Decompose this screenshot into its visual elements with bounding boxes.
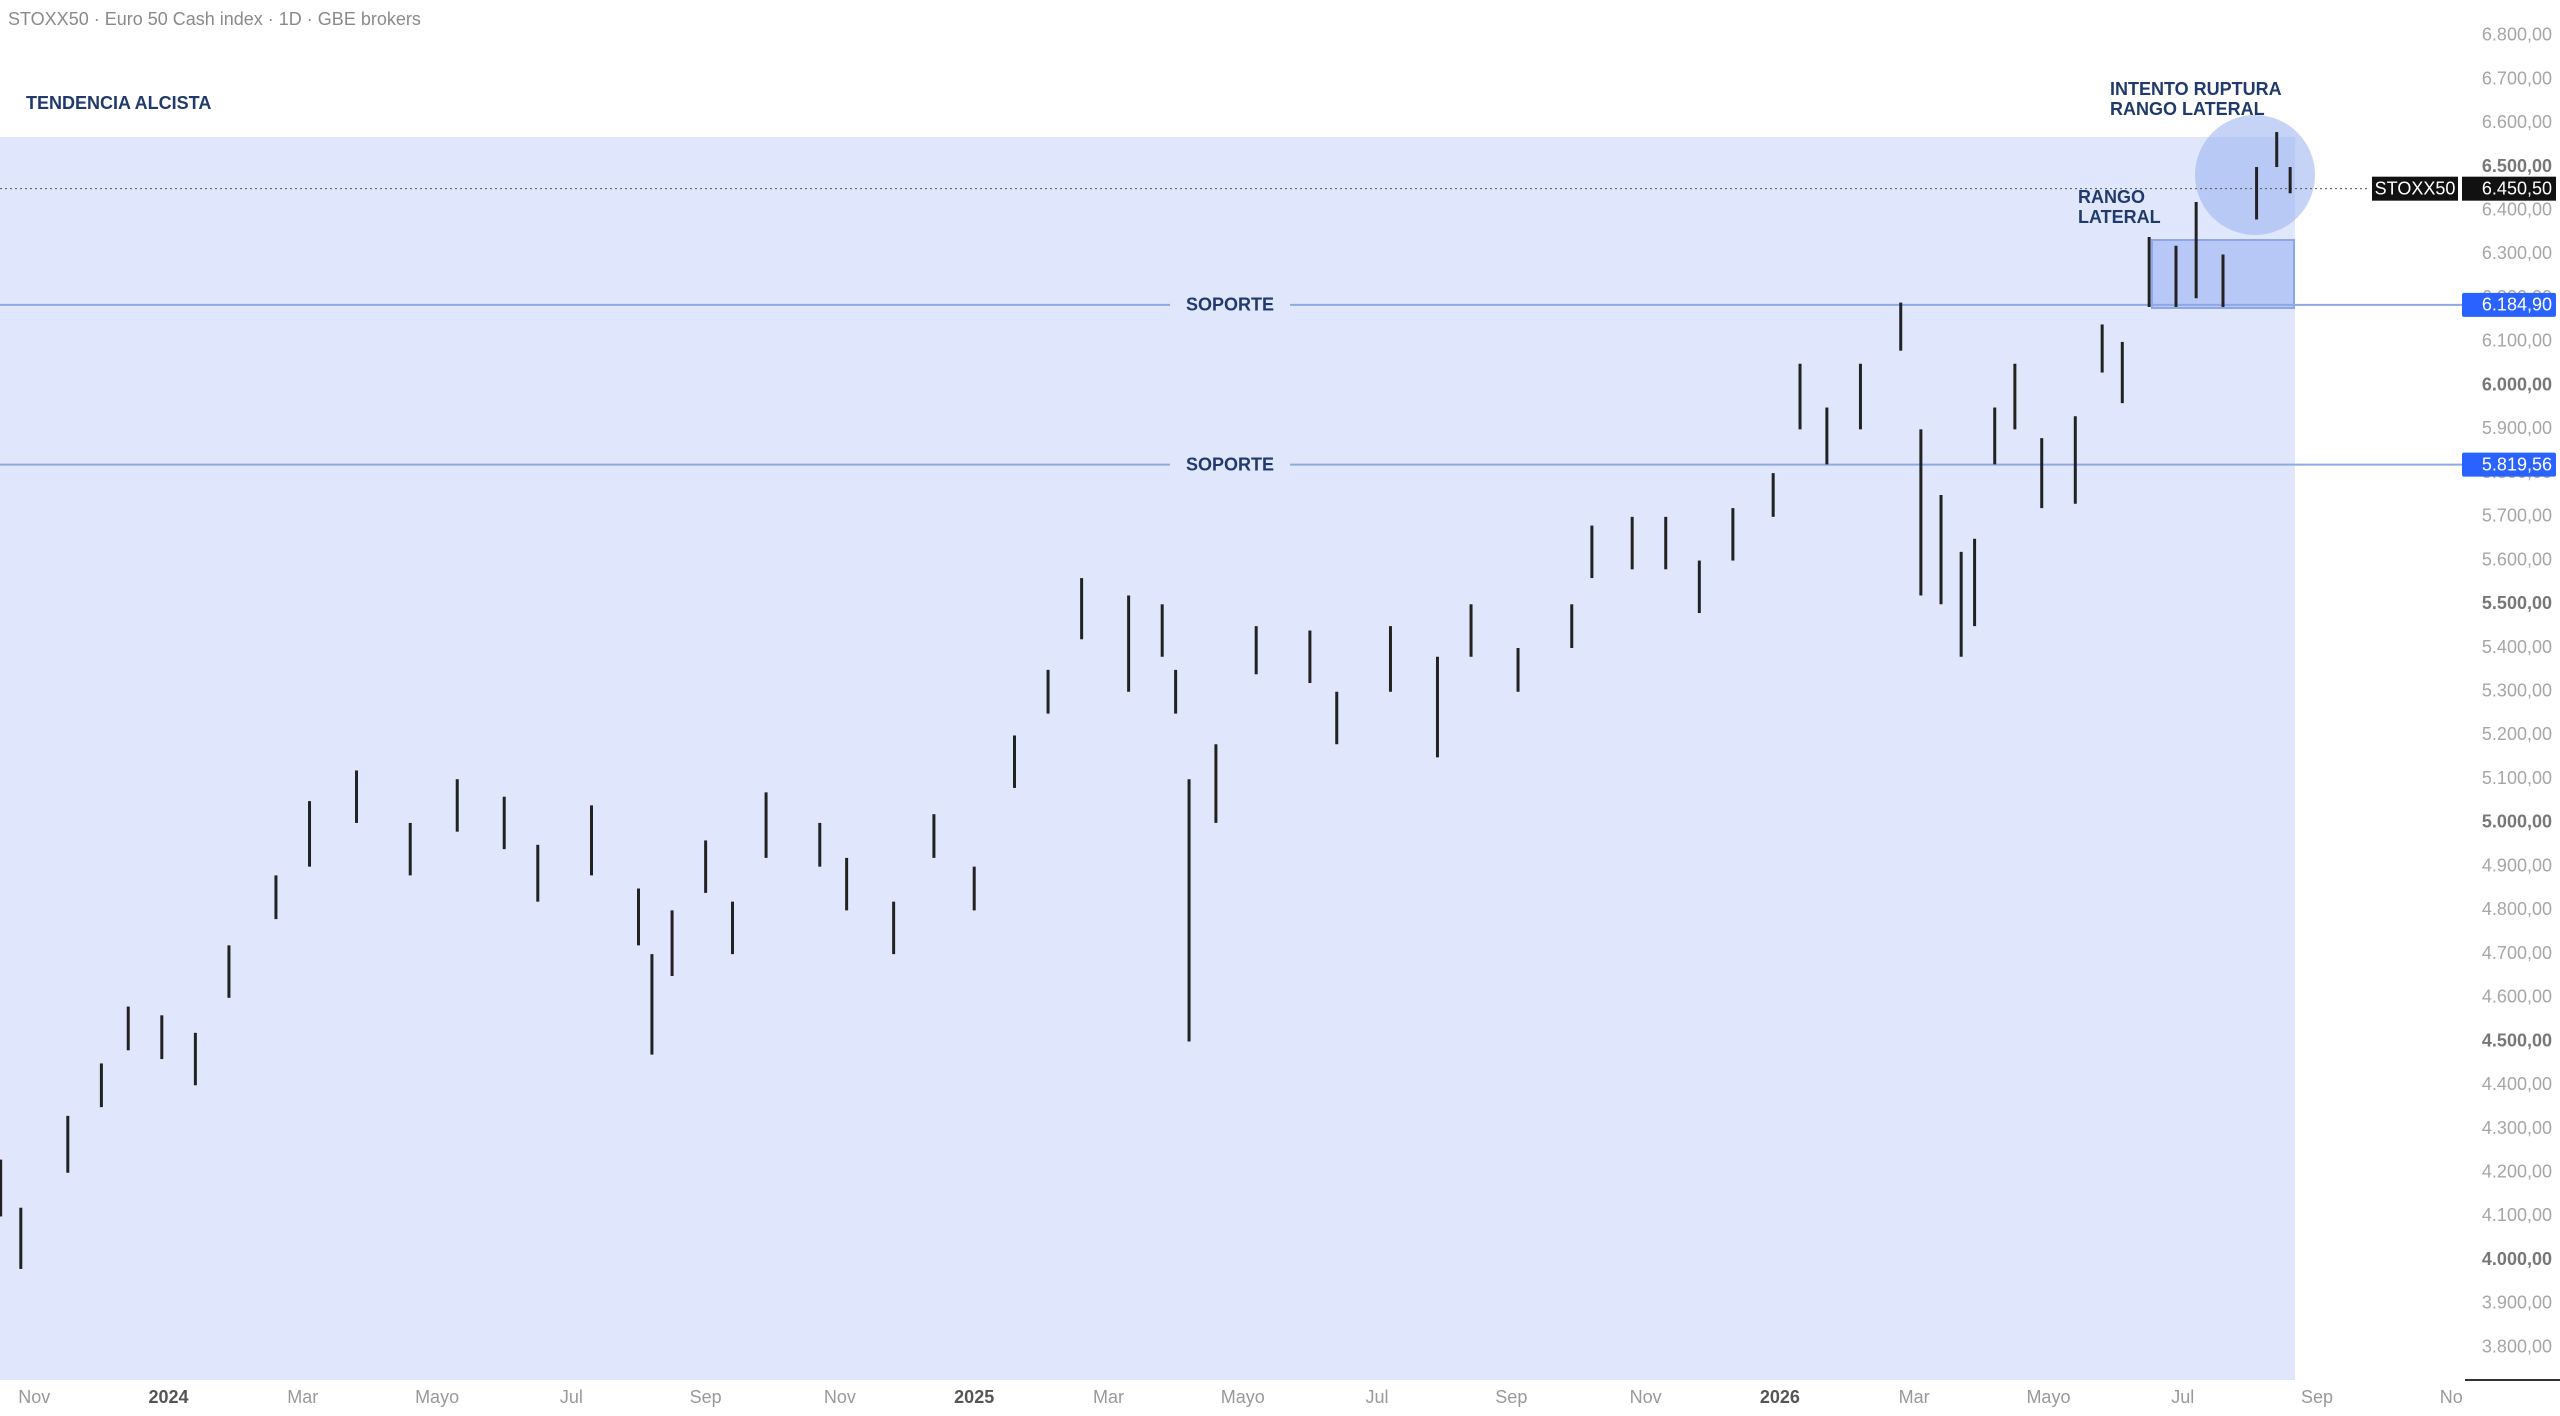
y-tick-label: 6.400,00 xyxy=(2482,200,2552,220)
y-tick-label: 4.200,00 xyxy=(2482,1161,2552,1181)
x-tick-label: Jul xyxy=(1366,1387,1389,1407)
x-tick-label: Sep xyxy=(1495,1387,1527,1407)
x-tick-label: Mar xyxy=(1899,1387,1930,1407)
y-tick-label: 6.800,00 xyxy=(2482,25,2552,45)
x-tick-label: No xyxy=(2440,1387,2463,1407)
x-tick-label: Nov xyxy=(18,1387,50,1407)
y-tick-label: 4.100,00 xyxy=(2482,1205,2552,1225)
y-tick-label: 4.900,00 xyxy=(2482,855,2552,875)
y-tick-label: 3.900,00 xyxy=(2482,1293,2552,1313)
x-tick-label: Nov xyxy=(824,1387,856,1407)
support-label-bg xyxy=(1170,290,1290,319)
x-tick-label: Mar xyxy=(1093,1387,1124,1407)
y-tick-label: 5.100,00 xyxy=(2482,768,2552,788)
last-name: STOXX50 xyxy=(2375,178,2456,198)
y-tick-label: 6.300,00 xyxy=(2482,243,2552,263)
x-tick-label: Sep xyxy=(690,1387,722,1407)
y-tick-label: 4.600,00 xyxy=(2482,987,2552,1007)
last-price-box xyxy=(2462,176,2556,201)
annotation: RANGO LATERAL xyxy=(2110,99,2265,119)
y-tick-label: 5.200,00 xyxy=(2482,724,2552,744)
x-tick-label: Jul xyxy=(560,1387,583,1407)
y-tick-label: 4.400,00 xyxy=(2482,1074,2552,1094)
trend-region xyxy=(0,137,2295,1380)
y-tick-label: 6.700,00 xyxy=(2482,68,2552,88)
chart-title: STOXX50 · Euro 50 Cash index · 1D · GBE … xyxy=(8,9,421,29)
y-tick-label: 3.800,00 xyxy=(2482,1336,2552,1356)
annotation: RANGO xyxy=(2078,187,2145,207)
y-tick-label: 5.700,00 xyxy=(2482,506,2552,526)
price-label-box xyxy=(2462,452,2556,477)
price-label: 6.184,90 xyxy=(2482,295,2552,315)
y-tick-label: 4.500,00 xyxy=(2482,1030,2552,1050)
x-tick-label: 2026 xyxy=(1760,1387,1800,1407)
y-tick-label: 4.300,00 xyxy=(2482,1118,2552,1138)
annotation: INTENTO RUPTURA xyxy=(2110,79,2282,99)
x-tick-label: Nov xyxy=(1630,1387,1662,1407)
annotation: TENDENCIA ALCISTA xyxy=(26,93,211,113)
y-tick-label: 6.500,00 xyxy=(2482,156,2552,176)
x-tick-label: Jul xyxy=(2171,1387,2194,1407)
x-tick-label: Mayo xyxy=(1221,1387,1265,1407)
support-label-bg xyxy=(1170,450,1290,479)
last-price-label: 6.450,50 xyxy=(2482,178,2552,198)
x-tick-label: Mayo xyxy=(415,1387,459,1407)
y-tick-label: 4.800,00 xyxy=(2482,899,2552,919)
y-tick-label: 6.000,00 xyxy=(2482,374,2552,394)
y-tick-label: 5.000,00 xyxy=(2482,812,2552,832)
price-label-box xyxy=(2462,292,2556,317)
y-tick-label: 5.900,00 xyxy=(2482,418,2552,438)
last-name-box xyxy=(2372,176,2458,201)
y-tick-label: 5.300,00 xyxy=(2482,680,2552,700)
x-tick-label: Sep xyxy=(2301,1387,2333,1407)
y-tick-label: 4.000,00 xyxy=(2482,1249,2552,1269)
x-tick-label: Mar xyxy=(287,1387,318,1407)
price-label: 5.819,56 xyxy=(2482,454,2552,474)
y-tick-label: 5.600,00 xyxy=(2482,549,2552,569)
y-tick-label: 4.700,00 xyxy=(2482,943,2552,963)
support-label: SOPORTE xyxy=(1186,295,1274,315)
x-tick-label: 2024 xyxy=(148,1387,188,1407)
support-label: SOPORTE xyxy=(1186,454,1274,474)
y-tick-label: 6.100,00 xyxy=(2482,331,2552,351)
x-tick-label: 2025 xyxy=(954,1387,994,1407)
annotation: LATERAL xyxy=(2078,207,2161,227)
breakout-circle xyxy=(2195,115,2315,235)
y-tick-label: 5.500,00 xyxy=(2482,593,2552,613)
y-tick-label: 5.400,00 xyxy=(2482,637,2552,657)
x-tick-label: Mayo xyxy=(2026,1387,2070,1407)
y-tick-label: 6.600,00 xyxy=(2482,112,2552,132)
